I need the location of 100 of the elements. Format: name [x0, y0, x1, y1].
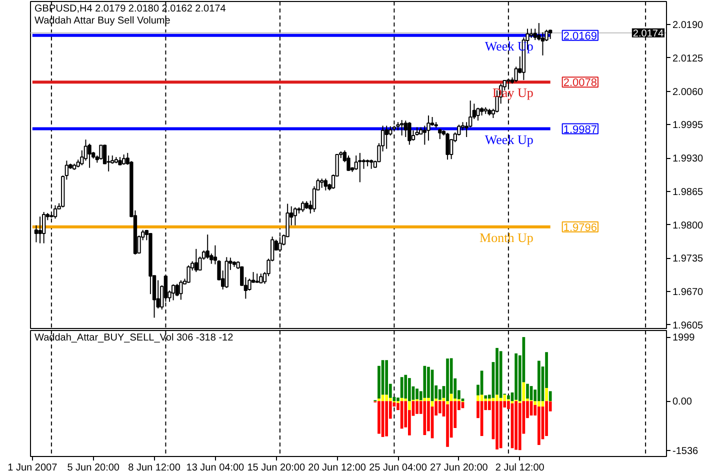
candlestick — [99, 144, 103, 160]
bar — [438, 401, 442, 414]
candlestick — [408, 122, 412, 146]
candlestick — [171, 284, 176, 301]
candlestick — [370, 159, 374, 170]
bar — [545, 388, 548, 402]
candlestick — [362, 158, 366, 170]
bar — [427, 398, 430, 402]
candlestick — [324, 178, 328, 191]
bar — [496, 401, 498, 450]
chart-title: Waddah_Attar_BUY_SELL_Vol 306 -318 -12 — [34, 332, 234, 344]
candlestick — [548, 29, 552, 40]
y-tick-label: 1.9995 — [672, 120, 704, 132]
x-tick-label: 13 Jun 04:00 — [186, 462, 245, 474]
bar — [514, 401, 518, 450]
y-tick-label: 1.9930 — [672, 154, 704, 165]
data-label: 1.9987 — [563, 124, 597, 136]
candlestick — [255, 273, 259, 284]
y-tick-label: -1536 — [672, 446, 699, 457]
candlestick — [175, 283, 179, 297]
ref-line-label: 2.0174 — [632, 28, 664, 40]
bar — [499, 351, 502, 398]
bar — [537, 401, 540, 407]
bar — [503, 394, 506, 402]
y-tick-label: 2.0190 — [672, 20, 704, 32]
x-tick-label: 2 Jul 12:00 — [495, 462, 545, 474]
bar — [537, 406, 540, 445]
text: Waddah Attar Buy Sell Volume — [34, 16, 171, 26]
bar — [484, 398, 488, 402]
bar — [378, 401, 380, 434]
candlestick — [293, 206, 298, 226]
candlestick — [194, 248, 198, 273]
candlestick — [122, 154, 126, 166]
candlestick — [404, 120, 408, 138]
bar — [408, 401, 411, 410]
bar — [488, 398, 491, 402]
y-tick-label: 2.0125 — [672, 53, 704, 64]
candlestick — [320, 178, 324, 188]
bar — [526, 384, 529, 399]
bar — [496, 394, 498, 402]
bar — [427, 366, 430, 398]
x-tick-label: 15 Jun 20:00 — [247, 462, 306, 474]
candlestick — [446, 132, 450, 160]
y-tick-label: 2.0060 — [672, 86, 704, 98]
bar — [385, 401, 388, 436]
data-label: 2.0078 — [563, 77, 597, 90]
bar — [434, 398, 438, 402]
candlestick — [38, 216, 42, 244]
x-tick-label: 8 Jun 12:00 — [128, 462, 181, 474]
y-tick-label: 1.9800 — [672, 220, 704, 232]
candlestick — [88, 143, 92, 168]
bar — [423, 366, 426, 398]
bar — [423, 398, 426, 402]
x-tick-label: 1 Jun 2007 — [8, 462, 58, 474]
bar — [518, 403, 522, 450]
bar — [548, 391, 552, 402]
bar — [408, 378, 411, 402]
y-tick-label: 1.9865 — [672, 186, 704, 198]
candlestick — [438, 128, 442, 140]
series-label: Month Up — [480, 230, 534, 245]
y-tick-label: 1.9605 — [672, 320, 704, 332]
bar — [499, 398, 502, 402]
candlestick — [400, 120, 404, 136]
bar — [416, 388, 418, 400]
series-label: Week Up — [484, 132, 534, 147]
bar — [446, 401, 449, 404]
candlestick — [300, 200, 305, 212]
candlestick — [186, 264, 190, 284]
bar — [404, 374, 408, 399]
bar — [446, 358, 449, 402]
candlestick — [426, 114, 430, 142]
data-label: 2.0169 — [563, 30, 597, 42]
candlestick — [529, 28, 534, 38]
x-tick-label: 5 Jun 20:00 — [67, 462, 120, 474]
bar — [496, 348, 498, 395]
bar — [388, 398, 392, 402]
candlestick — [476, 107, 480, 122]
bar — [404, 398, 408, 402]
bar — [385, 394, 388, 402]
candlestick — [384, 125, 388, 150]
bar — [385, 360, 388, 395]
candlestick — [42, 211, 46, 244]
bar — [446, 404, 449, 447]
bar — [438, 389, 442, 400]
bar — [378, 398, 380, 402]
chart-title: GBPUSD,H4 2.0179 2.0180 2.0162 2.0174 — [34, 4, 226, 14]
candlestick — [358, 152, 362, 183]
candlestick — [259, 273, 263, 284]
x-tick-label: 25 Jun 04:00 — [369, 462, 428, 474]
y-tick-label: 1999 — [672, 332, 696, 344]
bar — [423, 401, 426, 436]
y-tick-label: 1.9735 — [672, 254, 704, 265]
bar — [507, 395, 510, 400]
x-tick-label: 20 Jun 12:00 — [308, 462, 366, 474]
bar — [545, 401, 548, 436]
bar — [416, 401, 418, 414]
bar — [499, 401, 502, 448]
data-label: 1.9796 — [563, 222, 597, 234]
bar — [476, 395, 480, 402]
bar — [450, 394, 453, 402]
